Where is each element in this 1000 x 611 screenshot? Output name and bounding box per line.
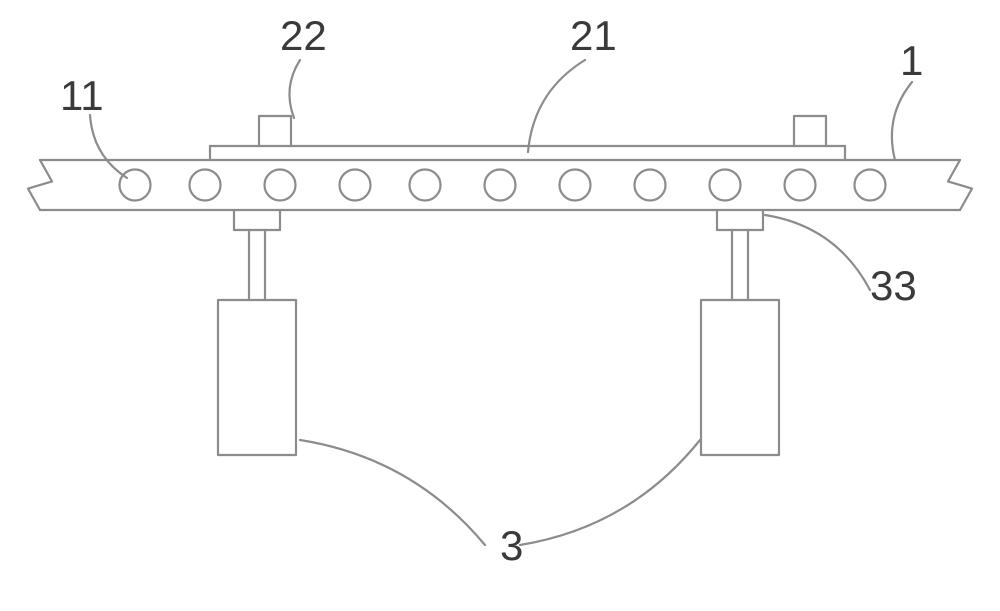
lead-line (892, 82, 912, 160)
hole-circle (410, 170, 441, 201)
hole-circle (560, 170, 591, 201)
cap (234, 210, 280, 230)
hole-circle (785, 170, 816, 201)
cap (717, 210, 763, 230)
hole-circle (340, 170, 371, 201)
tab (794, 116, 826, 146)
hole-circle (855, 170, 886, 201)
lead-line (289, 60, 300, 118)
callout-label-l3: 3 (500, 522, 523, 569)
hole-circle (635, 170, 666, 201)
lead-line (765, 215, 870, 290)
callout-label-l11: 11 (60, 72, 104, 119)
plate-break-right (948, 160, 972, 210)
block (701, 300, 779, 455)
block (218, 300, 296, 455)
lead-line (90, 115, 127, 178)
hole-circle (265, 170, 296, 201)
lead-line (528, 60, 585, 152)
plate-break-left (28, 160, 52, 210)
hole-circle (710, 170, 741, 201)
hole-circle (485, 170, 516, 201)
callout-label-l22: 22 (280, 12, 327, 59)
hole-circle (190, 170, 221, 201)
callout-label-l1: 1 (900, 37, 923, 84)
callout-label-l33: 33 (870, 262, 917, 309)
tab (259, 116, 291, 146)
diagram-canvas: 1122211333 (0, 0, 1000, 611)
lead-line (300, 440, 485, 545)
hole-circle (120, 170, 151, 201)
lead-line (520, 440, 700, 545)
callout-label-l21: 21 (570, 12, 617, 59)
